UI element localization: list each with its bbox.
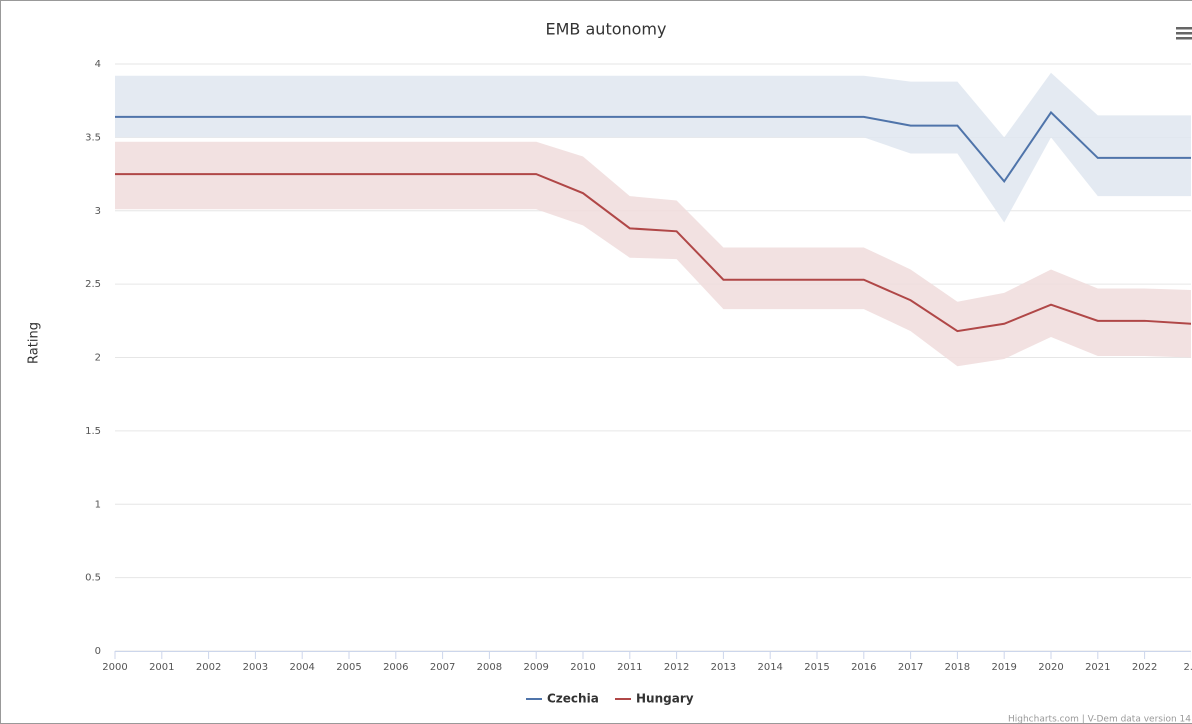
line [115,110,1191,184]
y-tick-label: 2 [95,353,101,364]
y-tick-label: 3 [95,206,101,217]
line [115,173,1191,333]
x-tick-label: 2019 [991,662,1016,673]
x-tick-label: 2022 [1132,662,1157,673]
x-tick-label: 2011 [617,662,642,673]
y-tick-label: 4 [95,59,101,70]
x-tick-label: 2013 [711,662,736,673]
x-tick-label: 2009 [523,662,548,673]
chart-title: EMB autonomy [546,20,667,39]
x-tick-label: 2004 [289,662,314,673]
y-tick-label: 1 [95,499,101,510]
x-tick-label: 2006 [383,662,408,673]
confidence-band [115,72,1191,223]
confidence-band [115,141,1191,367]
x-tick-label: 2... [1183,662,1192,673]
x-tick-label: 2001 [149,662,174,673]
x-tick-label: 2003 [243,662,268,673]
x-tick-label: 2008 [477,662,502,673]
legend-label: Hungary [636,692,694,706]
x-tick-label: 2005 [336,662,361,673]
y-tick-label: 0.5 [85,573,101,584]
x-tick-label: 2015 [804,662,829,673]
x-tick-label: 2018 [945,662,970,673]
x-tick-label: 2014 [757,662,782,673]
x-tick-label: 2007 [430,662,455,673]
x-tick-label: 2010 [570,662,595,673]
y-tick-label: 1.5 [85,426,101,437]
y-tick-label: 2.5 [85,279,101,290]
x-tick-label: 2012 [664,662,689,673]
legend-label: Czechia [547,692,599,706]
y-tick-label: 0 [95,646,101,657]
x-tick-label: 2000 [102,662,127,673]
x-tick-label: 2020 [1038,662,1063,673]
y-tick-label: 3.5 [85,132,101,143]
x-tick-label: 2017 [898,662,923,673]
credits: Highcharts.com | V-Dem data version 14 [1008,715,1191,724]
y-axis-title: Rating [27,322,42,364]
menu-icon[interactable] [1176,27,1192,40]
x-tick-label: 2002 [196,662,221,673]
x-tick-label: 2016 [851,662,876,673]
plot-area: 2000 2001 2002 2003 2004 2005 2006 2007 2008 2009… [102,63,1191,673]
x-tick-label: 2021 [1085,662,1110,673]
